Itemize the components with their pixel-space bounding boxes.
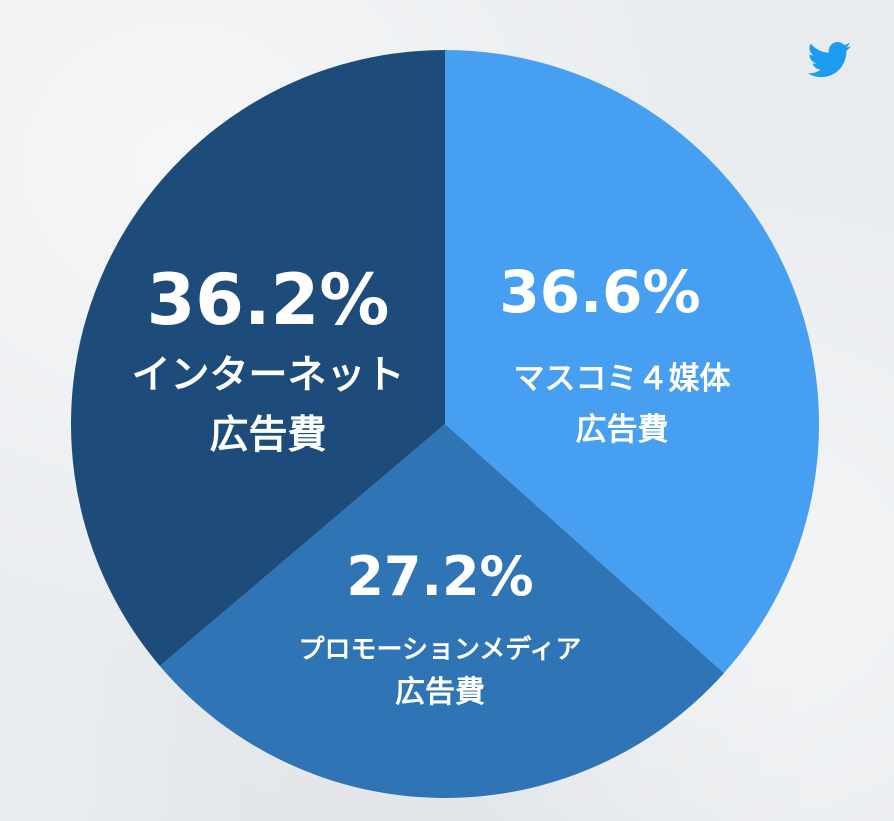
- pie-slice-internet: [71, 50, 445, 666]
- pie-slice-mass-media: [445, 50, 819, 674]
- pie-slice-promotion-media: [159, 424, 724, 798]
- slice-value-label-internet: 36.2%: [147, 259, 390, 341]
- slice-category-label-promotion-media-line2: 広告費: [395, 675, 485, 710]
- slice-value-label-promotion-media: 27.2%: [346, 545, 533, 608]
- pie-labels: 36.6% マスコミ４媒体 広告費 27.2% プロモーションメディア 広告費 …: [131, 258, 730, 710]
- slice-value-label-mass-media: 36.6%: [499, 258, 700, 326]
- twitter-icon: [808, 42, 851, 78]
- pie-slices: [71, 50, 819, 798]
- slice-category-label-internet-line2: 広告費: [209, 413, 326, 458]
- slice-category-label-mass-media-line2: 広告費: [576, 412, 669, 448]
- slice-category-label-promotion-media-line1: プロモーションメディア: [299, 634, 582, 665]
- slice-category-label-mass-media-line1: マスコミ４媒体: [514, 361, 731, 397]
- slice-category-label-internet-line1: インターネット: [131, 353, 404, 398]
